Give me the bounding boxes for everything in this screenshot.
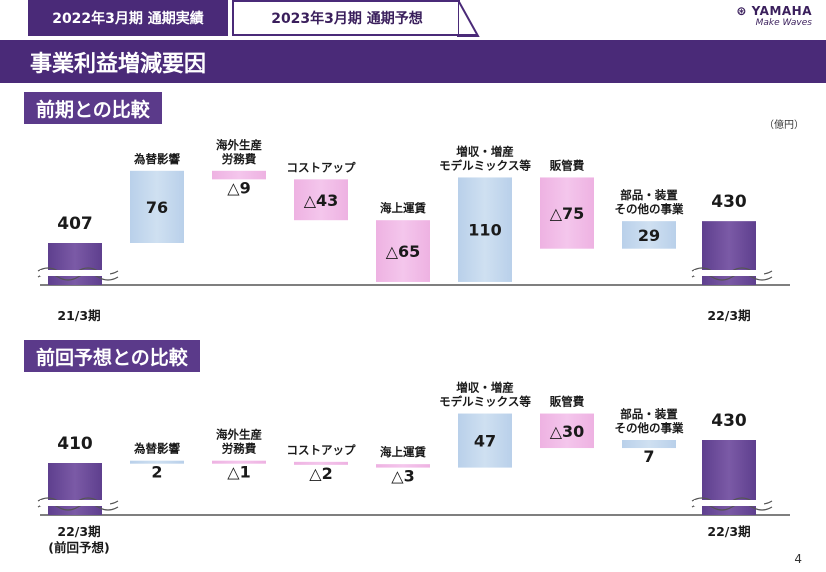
tab-slant bbox=[440, 0, 480, 37]
c1-category-step-2-line-2: 労務費 bbox=[222, 442, 257, 456]
c1-category-step-1-line-1: 為替影響 bbox=[134, 442, 180, 456]
brand-name: YAMAHA bbox=[751, 4, 812, 18]
c0-label-end-value: 430 bbox=[711, 192, 747, 212]
c1-category-step-6-line-1: 販管費 bbox=[550, 395, 585, 409]
c0-period-start: 21/3期 bbox=[57, 308, 100, 323]
tab-fy2023-forecast-label: 2023年3月期 通期予想 bbox=[271, 11, 423, 27]
c0-bar-step-4 bbox=[376, 220, 430, 282]
c0-category-step-2-line-1: 海外生産 bbox=[216, 138, 262, 152]
c0-category-step-5-line-1: 増収・増産 bbox=[456, 144, 514, 158]
c0-category-step-4-line-1: 海上運賃 bbox=[380, 201, 426, 215]
brand-logo: ⊛ YAMAHA Make Waves bbox=[736, 4, 812, 28]
c1-bar-step-7 bbox=[622, 440, 676, 449]
c0-bar-step-2 bbox=[212, 170, 266, 180]
c0-value-step-2: △9 bbox=[227, 178, 250, 197]
c1-bar-step-4 bbox=[376, 464, 430, 468]
c0-category-step-7-line-2: その他の事業 bbox=[615, 202, 684, 216]
c1-category-step-2-line-1: 海外生産 bbox=[216, 428, 262, 442]
c1-category-step-7-line-1: 部品・装置 bbox=[620, 407, 678, 421]
c1-period-end: 22/3期 bbox=[707, 524, 750, 539]
c1-label-start-value: 410 bbox=[57, 434, 93, 454]
c1-axis-break-start-gap bbox=[40, 500, 110, 506]
c0-value-step-3: △43 bbox=[304, 191, 339, 210]
c0-bar-step-3 bbox=[294, 179, 348, 221]
unit-label: （億円） bbox=[764, 120, 804, 131]
c0-value-step-4: △65 bbox=[386, 242, 421, 261]
tab-fy2023-forecast[interactable]: 2023年3月期 通期予想 bbox=[232, 0, 460, 36]
tab-fy2022-actual[interactable]: 2022年3月期 通期実績 bbox=[28, 0, 228, 36]
c0-category-step-6-line-1: 販管費 bbox=[550, 158, 585, 172]
c1-category-step-5-line-1: 増収・増産 bbox=[456, 381, 514, 395]
c1-value-step-5: 47 bbox=[474, 432, 496, 451]
c1-value-step-6: △30 bbox=[550, 422, 585, 441]
c0-bar-step-7 bbox=[622, 221, 676, 249]
c0-value-step-1: 76 bbox=[146, 198, 168, 217]
c1-bar-step-5 bbox=[458, 413, 512, 468]
page-title-text: 事業利益増減要因 bbox=[30, 51, 207, 77]
c1-value-step-4: △3 bbox=[391, 467, 414, 486]
c0-axis-break-start-gap bbox=[40, 270, 110, 276]
c0-axis-break-end-gap bbox=[694, 270, 764, 276]
page-title: 事業利益増減要因 bbox=[0, 40, 826, 83]
tab-fy2022-actual-label: 2022年3月期 通期実績 bbox=[52, 11, 204, 27]
c0-bar-step-6 bbox=[540, 177, 594, 249]
c1-label-end-value: 430 bbox=[711, 411, 747, 431]
c1-bar-step-6 bbox=[540, 413, 594, 449]
c1-category-step-4-line-1: 海上運賃 bbox=[380, 445, 426, 459]
c0-category-step-3-line-1: コストアップ bbox=[287, 160, 356, 174]
c0-category-step-2-line-2: 労務費 bbox=[222, 152, 257, 166]
section-title-prior-year: 前期との比較 bbox=[24, 92, 162, 124]
c1-bar-step-2 bbox=[212, 460, 266, 464]
brand-tagline: Make Waves bbox=[755, 18, 812, 28]
c0-category-step-7-line-1: 部品・装置 bbox=[620, 188, 678, 202]
page-number: 4 bbox=[794, 552, 802, 566]
c1-axis-break-end-gap bbox=[694, 500, 764, 506]
c1-bar-step-3 bbox=[294, 461, 348, 465]
yamaha-tuning-fork-icon: ⊛ bbox=[736, 4, 747, 18]
c1-category-step-3-line-1: コストアップ bbox=[287, 443, 356, 457]
section-title-previous-forecast: 前回予想との比較 bbox=[24, 340, 200, 372]
c0-category-step-1-line-1: 為替影響 bbox=[134, 152, 180, 166]
c1-bar-start bbox=[48, 463, 102, 515]
c0-category-step-5-line-2: モデルミックス等 bbox=[439, 158, 531, 172]
c0-value-step-7: 29 bbox=[638, 226, 660, 245]
c1-value-step-7: 7 bbox=[643, 447, 654, 466]
c1-period-start-sublabel: (前回予想) bbox=[48, 540, 109, 555]
c1-bar-step-1 bbox=[130, 460, 184, 464]
c1-period-start: 22/3期 bbox=[57, 524, 100, 539]
c1-value-step-3: △2 bbox=[309, 464, 332, 483]
c0-value-step-5: 110 bbox=[468, 221, 501, 240]
c1-category-step-5-line-2: モデルミックス等 bbox=[439, 395, 531, 409]
c0-label-start-value: 407 bbox=[57, 214, 93, 234]
c1-value-step-2: △1 bbox=[227, 463, 250, 482]
c0-bar-step-5 bbox=[458, 177, 512, 282]
c1-category-step-7-line-2: その他の事業 bbox=[615, 421, 684, 435]
c0-period-end: 22/3期 bbox=[707, 308, 750, 323]
c1-value-step-1: 2 bbox=[151, 463, 162, 482]
c0-value-step-6: △75 bbox=[550, 204, 585, 223]
c0-bar-step-1 bbox=[130, 170, 184, 243]
